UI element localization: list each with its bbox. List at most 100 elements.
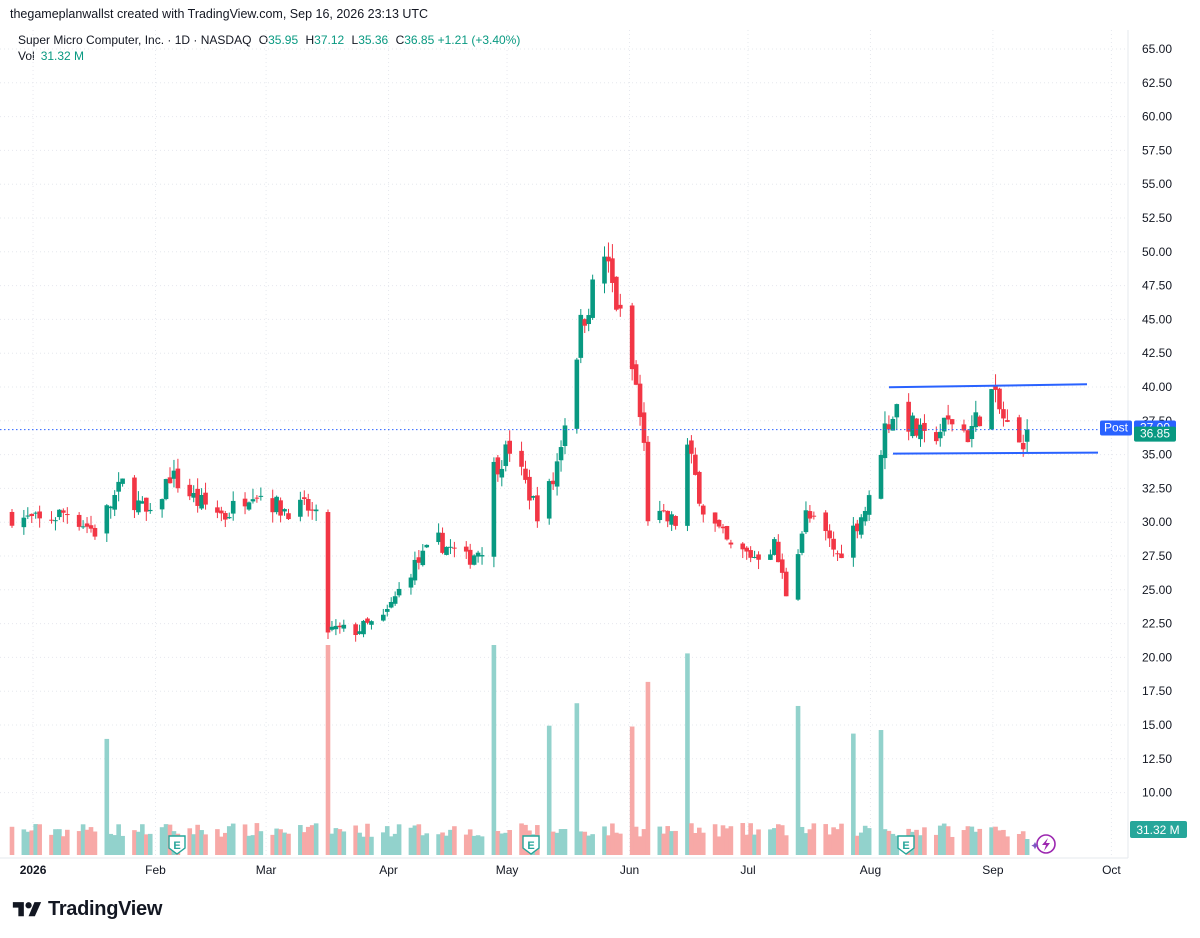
candle-body	[416, 557, 422, 563]
volume-bar	[136, 831, 141, 855]
candle-body	[685, 444, 690, 526]
candle-body	[444, 546, 449, 555]
candle-body	[223, 513, 228, 520]
y-tick-label: 32.50	[1142, 481, 1172, 495]
volume-bar	[645, 681, 651, 855]
volume-bar	[855, 835, 860, 855]
candle-body	[475, 552, 481, 557]
volume-bar	[223, 832, 228, 855]
candle-body	[720, 526, 726, 529]
volume-bar	[392, 833, 398, 855]
volume-bar	[519, 823, 524, 855]
volume-bar	[499, 833, 505, 855]
volume-bar	[84, 829, 90, 855]
volume-bar	[353, 825, 358, 855]
candle-body	[61, 510, 66, 513]
volume-bar	[463, 834, 469, 855]
volume-bar	[748, 823, 753, 855]
symbol-name[interactable]: Super Micro Computer, Inc. · 1D · NASDAQ	[18, 33, 252, 47]
volume-bar	[997, 830, 1002, 855]
candle-body	[305, 499, 311, 511]
y-tick-label: 12.50	[1142, 752, 1172, 766]
earnings-marker[interactable]: E	[897, 835, 915, 855]
candle-body	[452, 547, 457, 549]
volume-bar	[807, 829, 813, 855]
volume-bar	[949, 836, 955, 855]
volume-bar	[772, 828, 777, 855]
earnings-letter: E	[173, 840, 180, 852]
volume-bar	[941, 823, 947, 855]
y-tick-label: 50.00	[1142, 245, 1172, 259]
candle-body	[716, 519, 722, 527]
volume-bar	[1024, 839, 1030, 855]
candle-body	[92, 527, 98, 537]
volume-bar	[937, 825, 943, 855]
low-label: L	[351, 33, 359, 47]
last-volume-text: 31.32 M	[1136, 823, 1179, 837]
y-tick-label: 27.50	[1142, 549, 1172, 563]
candle-body	[147, 509, 153, 512]
volume-label[interactable]: Vol	[18, 49, 35, 63]
volume-bar	[159, 827, 165, 855]
volume-bar	[37, 824, 42, 855]
volume-bar	[21, 829, 27, 855]
volume-bar	[776, 824, 781, 855]
y-tick-label: 17.50	[1142, 684, 1172, 698]
volume-bar	[144, 834, 149, 855]
volume-bar	[329, 833, 335, 855]
candle-body	[807, 511, 813, 519]
volume-bar	[384, 826, 390, 855]
earnings-marker[interactable]: E	[168, 835, 186, 855]
x-tick-label: Mar	[256, 863, 277, 877]
volume-bar	[412, 825, 418, 855]
candle-body	[610, 258, 615, 283]
candle-body	[914, 418, 919, 436]
lightning-icon[interactable]	[1031, 834, 1056, 854]
volume-bar	[665, 826, 670, 855]
candle-body	[163, 479, 169, 500]
price-chart[interactable]: 65.00 62.50 60.00 57.50 55.00 52.50 50.00 47.50…	[0, 0, 1200, 895]
candle-body	[329, 626, 335, 630]
candle-body	[535, 495, 540, 522]
volume-bar	[894, 835, 900, 855]
change-value: +1.21 (+3.40%)	[437, 33, 521, 47]
volume-bar	[700, 832, 706, 855]
candle-body	[890, 418, 896, 431]
x-tick-label: Feb	[145, 863, 166, 877]
candle-body	[80, 526, 86, 528]
volume-bar	[977, 828, 983, 855]
volume-bar	[388, 836, 394, 855]
volume-bar	[53, 829, 58, 855]
candle-body	[270, 498, 275, 513]
candle-body	[661, 510, 667, 512]
y-tick-label: 52.50	[1142, 211, 1172, 225]
candle-body	[941, 417, 947, 432]
tradingview-logo[interactable]: TradingView	[12, 898, 162, 921]
candle-body	[862, 511, 868, 522]
candle-body	[993, 384, 998, 390]
volume-bar	[858, 832, 864, 855]
candle-body	[752, 556, 757, 558]
candle-body	[519, 450, 524, 467]
candle-body	[776, 541, 781, 563]
candle-body	[337, 625, 343, 628]
y-tick-label: 65.00	[1142, 42, 1172, 56]
volume-bar	[270, 834, 275, 855]
candle-body	[693, 454, 698, 475]
candle-body	[471, 555, 477, 565]
chart-grid	[0, 30, 1129, 859]
volume-bar	[440, 832, 445, 855]
earnings-marker[interactable]: E	[522, 835, 540, 855]
volume-bar	[582, 831, 588, 855]
volume-bar	[313, 823, 319, 855]
volume-bar	[65, 829, 70, 855]
price-axis: 65.00 62.50 60.00 57.50 55.00 52.50 50.00 47.50…	[1142, 42, 1172, 800]
volume-bar	[444, 835, 449, 855]
volume-bar	[799, 826, 805, 855]
volume-bar	[803, 833, 809, 855]
candle-body	[467, 549, 473, 565]
volume-bar	[325, 645, 331, 855]
volume-bar	[57, 829, 62, 855]
volume-bar	[890, 833, 896, 855]
candle-body	[697, 471, 702, 504]
